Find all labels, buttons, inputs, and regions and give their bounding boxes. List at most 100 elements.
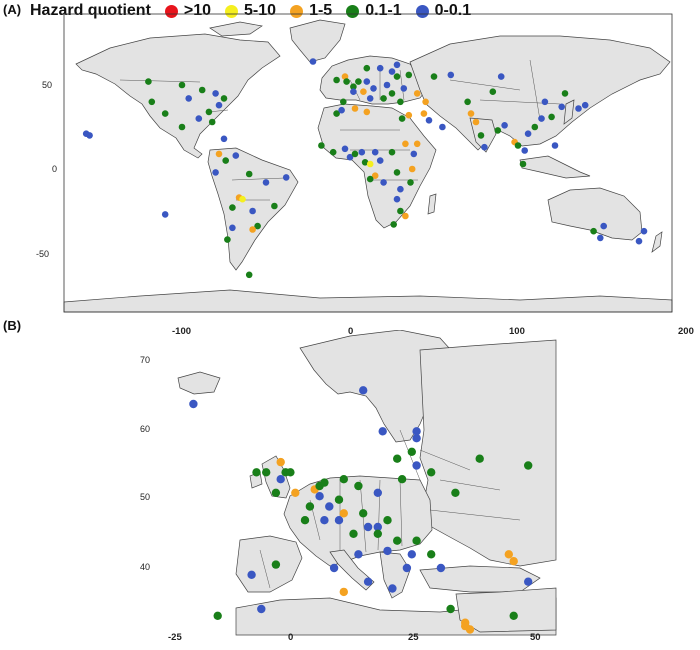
sample-point <box>366 95 374 102</box>
sample-point <box>509 557 518 566</box>
world-points <box>82 58 648 279</box>
legend-label-gt10: >10 <box>183 2 212 19</box>
sample-point <box>439 123 446 131</box>
sample-point <box>212 169 219 176</box>
sample-point <box>388 68 396 75</box>
sample-point <box>393 169 401 176</box>
sample-point <box>334 516 344 525</box>
sample-point <box>393 195 401 203</box>
sample-point <box>220 95 228 102</box>
sample-point <box>373 522 382 532</box>
sample-point <box>451 488 460 497</box>
sample-point <box>370 85 377 92</box>
sample-point <box>271 488 281 497</box>
sample-point <box>343 78 350 85</box>
sample-point <box>359 386 368 395</box>
sample-point <box>271 202 278 210</box>
sample-point <box>358 148 366 156</box>
sample-point <box>371 172 379 179</box>
sample-point <box>397 98 404 106</box>
sample-point <box>252 468 261 477</box>
sample-point <box>402 140 409 148</box>
sample-point <box>561 90 569 97</box>
sample-point <box>271 560 281 569</box>
sample-point <box>346 153 354 161</box>
sample-point <box>245 170 253 178</box>
sample-point <box>383 81 391 89</box>
sample-point <box>390 221 398 228</box>
europe-xtick-50: 50 <box>530 632 541 643</box>
sample-point <box>350 83 357 90</box>
sample-point <box>524 130 532 137</box>
sample-point <box>400 85 408 92</box>
sample-point <box>148 98 156 106</box>
sample-point <box>548 113 555 121</box>
sample-point <box>635 237 643 245</box>
sample-point <box>481 143 488 151</box>
sample-point <box>249 226 256 233</box>
sample-point <box>383 516 392 525</box>
sample-point <box>247 570 256 579</box>
sample-point <box>213 611 222 620</box>
sample-point <box>232 152 240 159</box>
sample-point <box>363 64 371 72</box>
sample-point <box>239 195 246 203</box>
sample-point <box>291 488 300 497</box>
sample-point <box>405 111 413 119</box>
legend-label-5-10: 5-10 <box>244 2 277 19</box>
sample-point <box>640 227 648 235</box>
sample-point <box>86 132 93 139</box>
sample-point <box>436 563 446 573</box>
sample-point <box>397 185 404 193</box>
world-xtick-neg100: -100 <box>172 326 192 337</box>
sample-point <box>494 127 502 134</box>
sample-point <box>524 461 533 470</box>
sample-point <box>355 78 362 85</box>
sample-point <box>397 475 407 484</box>
sample-point <box>215 150 223 158</box>
sample-point <box>245 271 253 279</box>
sample-point <box>363 577 373 586</box>
sample-point <box>318 142 325 149</box>
sample-point <box>363 522 373 532</box>
sample-point <box>224 236 231 243</box>
sample-point <box>446 604 455 614</box>
sample-point <box>363 108 371 116</box>
sample-point <box>575 105 582 112</box>
sample-point <box>341 73 349 80</box>
sample-point <box>315 492 324 501</box>
legend: Hazard quotient >10 5-10 1-5 0.1-1 0-0.1 <box>30 2 471 20</box>
world-map-frame <box>63 13 673 313</box>
sample-point <box>504 550 513 559</box>
legend-label-0-0.1: 0-0.1 <box>434 2 472 19</box>
sample-point <box>405 71 413 79</box>
sample-point <box>380 179 387 186</box>
sample-point <box>339 475 348 484</box>
world-map <box>63 13 673 313</box>
sample-point <box>254 222 261 230</box>
sample-point <box>541 98 549 106</box>
sample-point <box>393 73 401 80</box>
sample-point <box>249 207 256 215</box>
sample-point <box>410 150 418 158</box>
sample-point <box>509 611 518 620</box>
sample-point <box>305 502 315 511</box>
world-xtick-0: 0 <box>348 326 354 337</box>
sample-point <box>420 110 428 117</box>
sample-point <box>475 454 484 463</box>
sample-point <box>538 115 545 122</box>
sample-point <box>413 90 421 97</box>
sample-point <box>212 90 219 97</box>
sample-point <box>189 399 198 409</box>
sample-point <box>215 101 223 109</box>
sample-point <box>333 76 340 84</box>
sample-point <box>378 427 387 436</box>
sample-point <box>333 110 340 117</box>
sample-point <box>558 103 565 111</box>
world-ytick-neg50: -50 <box>36 249 50 259</box>
sample-point <box>373 488 382 497</box>
sample-point <box>309 58 317 65</box>
sample-point <box>351 105 359 112</box>
europe-ytick-60: 60 <box>140 424 151 434</box>
